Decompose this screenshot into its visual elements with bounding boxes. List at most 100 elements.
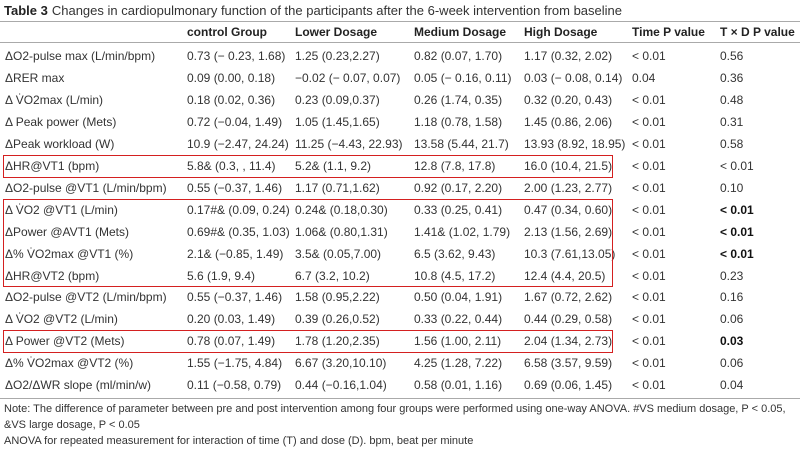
table-cell: 0.36 <box>720 70 744 85</box>
table-cell: 0.09 (0.00, 0.18) <box>187 70 276 85</box>
table-cell: 0.73 (− 0.23, 1.68) <box>187 49 286 63</box>
row-label: ΔO2-pulse max (L/min/bpm) <box>5 49 156 63</box>
notes: Note: The difference of parameter betwee… <box>4 401 794 449</box>
row-label: Δ V̇O2 @VT2 (L/min) <box>5 312 118 327</box>
column-header: High Dosage <box>524 25 598 39</box>
table-cell: 0.72 (−0.04, 1.49) <box>187 114 283 129</box>
table-cell: 0.78 (0.07, 1.49) <box>187 334 276 349</box>
table-cell: 0.06 <box>720 356 744 371</box>
row-label: ΔO2/ΔWR slope (ml/min/w) <box>5 378 152 393</box>
table-cell: 0.04 <box>632 70 656 85</box>
table-caption: Changes in cardiopulmonary function of t… <box>51 3 622 18</box>
table-cell: < 0.01 <box>720 202 754 217</box>
table-cell: < 0.01 <box>632 290 666 305</box>
table-cell: 11.25 (−4.43, 22.93) <box>295 136 403 151</box>
table-cell: 1.06& (0.80,1.31) <box>295 224 388 239</box>
table-cell: 0.23 (0.09,0.37) <box>295 92 380 107</box>
table-cell: 0.47 (0.34, 0.60) <box>524 202 613 217</box>
table-cell: 1.25 (0.23,2.27) <box>295 49 380 63</box>
table-cell: 0.55 (−0.37, 1.46) <box>187 180 283 195</box>
table-cell: 6.5 (3.62, 9.43) <box>414 246 496 261</box>
table-cell: 6.58 (3.57, 9.59) <box>524 356 613 371</box>
table-cell: 16.0 (10.4, 21.5) <box>524 158 613 173</box>
table-cell: 1.41& (1.02, 1.79) <box>414 224 511 239</box>
table-cell: 0.33 (0.22, 0.44) <box>414 312 503 327</box>
table-cell: < 0.01 <box>632 312 666 327</box>
table-cell: 1.55 (−1.75, 4.84) <box>187 356 283 371</box>
table-cell: 0.10 <box>720 180 744 195</box>
row-label: Δ% V̇O2max @VT2 (%) <box>5 356 134 371</box>
table-cell: 0.33 (0.25, 0.41) <box>414 202 503 217</box>
table-cell: 12.4 (4.4, 20.5) <box>524 268 606 283</box>
row-label: ΔRER max <box>5 70 65 85</box>
note-line: Note: The difference of parameter betwee… <box>4 403 786 431</box>
table-title: Table 3 Changes in cardiopulmonary functi… <box>4 3 622 18</box>
row-label: Δ Peak power (Mets) <box>5 114 117 129</box>
table-cell: 0.16 <box>720 290 744 305</box>
table-cell: 0.69#& (0.35, 1.03) <box>187 224 290 239</box>
table-cell: 0.48 <box>720 92 744 107</box>
table-cell: 0.03 (− 0.08, 0.14) <box>524 70 623 85</box>
table-cell: 13.93 (8.92, 18.95) <box>524 136 626 151</box>
table-cell: < 0.01 <box>632 136 666 151</box>
column-header: Time P value <box>632 25 705 39</box>
table-cell: 6.67 (3.20,10.10) <box>295 356 387 371</box>
row-label: Δ% V̇O2max @VT1 (%) <box>5 246 134 261</box>
table-cell: < 0.01 <box>720 246 754 261</box>
table-cell: 0.44 (0.29, 0.58) <box>524 312 613 327</box>
table-cell: 4.25 (1.28, 7.22) <box>414 356 503 371</box>
row-label: Δ V̇O2 @VT1 (L/min) <box>5 202 118 217</box>
table-cell: 10.8 (4.5, 17.2) <box>414 268 496 283</box>
table-cell: 1.67 (0.72, 2.62) <box>524 290 613 305</box>
table-cell: 0.05 (− 0.16, 0.11) <box>414 70 512 85</box>
table-cell: 0.23 <box>720 268 744 283</box>
header-rule <box>0 42 800 43</box>
table-cell: 1.18 (0.78, 1.58) <box>414 114 503 129</box>
table-cell: < 0.01 <box>632 356 666 371</box>
table-cell: < 0.01 <box>632 334 666 349</box>
table-cell: < 0.01 <box>632 268 666 283</box>
column-header: Medium Dosage <box>414 25 507 39</box>
row-label: ΔO2-pulse @VT1 (L/min/bpm) <box>5 180 167 195</box>
table-cell: 5.6 (1.9, 9.4) <box>187 268 256 283</box>
top-rule <box>0 21 800 22</box>
table-cell: 0.58 <box>720 136 744 151</box>
table-cell: 1.17 (0.71,1.62) <box>295 180 380 195</box>
table-cell: < 0.01 <box>632 246 666 261</box>
table-cell: 2.1& (−0.85, 1.49) <box>187 246 284 261</box>
table-cell: 0.39 (0.26,0.52) <box>295 312 380 327</box>
highlight-box <box>3 330 613 354</box>
table-cell: 1.58 (0.95,2.22) <box>295 290 380 305</box>
table-cell: 1.56 (1.00, 2.11) <box>414 334 502 349</box>
table-cell: 2.04 (1.34, 2.73) <box>524 334 613 349</box>
row-label: ΔHR@VT2 (bpm) <box>5 268 100 283</box>
bottom-rule <box>0 398 800 399</box>
table-cell: 1.17 (0.32, 2.02) <box>524 49 613 63</box>
table-cell: < 0.01 <box>632 378 666 393</box>
row-label: ΔPeak workload (W) <box>5 136 115 151</box>
table-cell: 0.24& (0.18,0.30) <box>295 202 388 217</box>
table-cell: 5.8& (0.3, , 11.4) <box>187 158 276 173</box>
row-label: Δ V̇O2max (L/min) <box>5 92 104 107</box>
highlight-box <box>3 154 613 178</box>
table-cell: < 0.01 <box>720 224 754 239</box>
table-cell: 3.5& (0.05,7.00) <box>295 246 382 261</box>
table-cell: 0.11 (−0.58, 0.79) <box>187 378 282 393</box>
table-cell: 2.00 (1.23, 2.77) <box>524 180 613 195</box>
column-header: T × D P value <box>720 25 795 39</box>
table-cell: 10.3 (7.61,13.05) <box>524 246 616 261</box>
table-cell: 0.32 (0.20, 0.43) <box>524 92 613 107</box>
table-cell: 13.58 (5.44, 21.7) <box>414 136 509 151</box>
row-label: ΔO2-pulse @VT2 (L/min/bpm) <box>5 290 167 305</box>
row-label: Δ Power @VT2 (Mets) <box>5 334 125 349</box>
table-cell: 0.26 (1.74, 0.35) <box>414 92 503 107</box>
table-cell: 0.17#& (0.09, 0.24) <box>187 202 290 217</box>
column-header: control Group <box>187 25 267 39</box>
table-cell: 1.05 (1.45,1.65) <box>295 114 380 129</box>
table-cell: 0.69 (0.06, 1.45) <box>524 378 613 393</box>
table-cell: 12.8 (7.8, 17.8) <box>414 158 496 173</box>
table-cell: 0.50 (0.04, 1.91) <box>414 290 503 305</box>
table-cell: < 0.01 <box>632 114 666 129</box>
table-cell: 2.13 (1.56, 2.69) <box>524 224 613 239</box>
table-cell: < 0.01 <box>632 224 666 239</box>
